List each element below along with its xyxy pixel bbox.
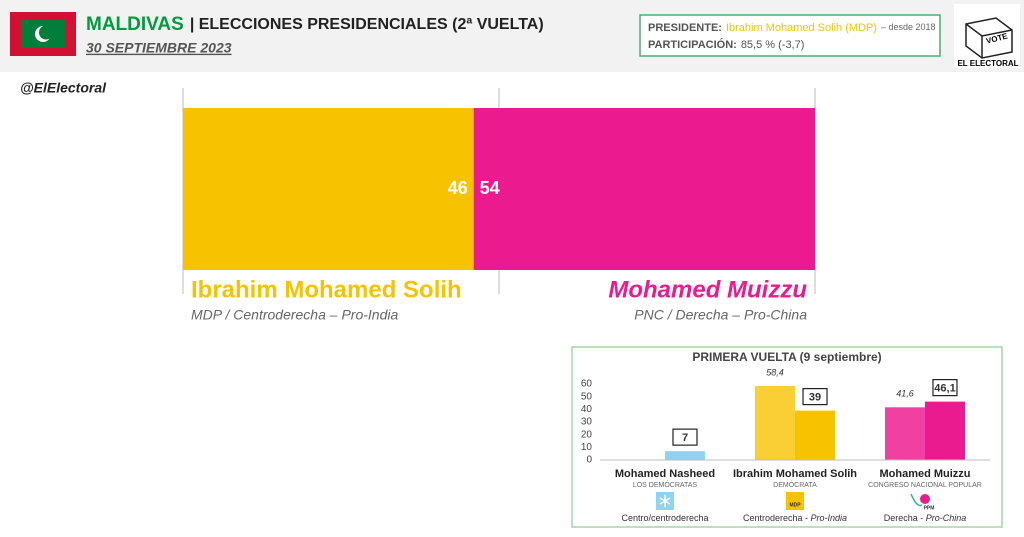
turnout: 85,5 % (-3,7): [741, 39, 805, 51]
party-logo-text: PPM: [924, 505, 935, 511]
party-name: CONGRESO NACIONAL POPULAR: [868, 482, 982, 489]
country: MALDIVAS: [86, 14, 184, 35]
party-name: LOS DEMÓCRATAS: [633, 480, 698, 489]
x-tick-label: Mohamed Nasheed: [615, 468, 715, 480]
president: Ibrahim Mohamed Solih (MDP): [726, 22, 877, 34]
bar-segment: [183, 108, 474, 270]
bar: [885, 407, 925, 460]
value-label: 46,1: [934, 383, 955, 395]
y-tick-label: 0: [586, 455, 592, 466]
party-name: DEMÓCRATA: [773, 480, 817, 489]
president-label: PRESIDENTE:: [648, 22, 722, 34]
bar-value-label: 46: [448, 178, 468, 198]
inset-title: PRIMERA VUELTA (9 septiembre): [692, 350, 881, 364]
ballot-box: [965, 17, 1013, 59]
bar-value-label: 54: [480, 178, 500, 198]
bar: [665, 451, 705, 460]
party-logo-star: [659, 495, 671, 507]
turnout-line: PARTICIPACIÓN: 85,5 % (-3,7): [648, 38, 804, 51]
ideology-part: Pro-India: [811, 513, 848, 523]
value-label: 7: [682, 432, 688, 444]
party-logo-text: MDP: [789, 502, 801, 508]
label-box: [932, 379, 958, 397]
ideology-part: Centro/centroderecha: [621, 513, 708, 523]
label-box: [802, 388, 828, 406]
y-tick-label: 20: [581, 429, 593, 440]
party-logo: [786, 492, 804, 510]
y-tick-label: 50: [581, 391, 593, 402]
flag-crescent-cut: [39, 25, 53, 40]
ideology-part: Centroderecha -: [743, 513, 811, 523]
ideology-part: Derecha -: [884, 513, 926, 523]
y-tick-label: 10: [581, 442, 593, 453]
x-tick-label: Ibrahim Mohamed Solih: [733, 468, 857, 480]
bar: [795, 410, 835, 460]
party-logo-leaf: [910, 493, 923, 507]
logo-name: EL ELECTORAL: [957, 59, 1018, 68]
brand-logo: VOTE EL ELECTORAL: [954, 4, 1020, 68]
info-box: [639, 14, 941, 57]
x-tick-label: Mohamed Muizzu: [879, 468, 970, 480]
candidate-detail: MDP / Centroderecha – Pro-India: [191, 307, 398, 323]
value-label: 58,4: [766, 367, 784, 377]
label-box: [672, 428, 698, 446]
party-logo: [920, 494, 930, 504]
value-label: 41,6: [896, 389, 914, 399]
ideology: Derecha - Pro-China: [884, 513, 967, 523]
ideology: Centro/centroderecha: [621, 513, 708, 523]
candidate-name: Ibrahim Mohamed Solih: [191, 276, 462, 303]
date: 30 SEPTIEMBRE 2023: [86, 40, 232, 56]
candidate-name: Mohamed Muizzu: [608, 276, 807, 303]
handle: @ElElectoral: [20, 80, 107, 96]
y-tick-label: 30: [581, 417, 593, 428]
turnout-label: PARTICIPACIÓN:: [648, 38, 737, 51]
ideology-part: Pro-China: [926, 513, 967, 523]
president-line: PRESIDENTE: Ibrahim Mohamed Solih (MDP) – …: [648, 22, 936, 34]
y-tick-label: 40: [581, 404, 593, 415]
y-tick-label: 60: [581, 379, 593, 390]
president-since: – desde 2018: [881, 22, 936, 32]
value-label: 39: [809, 392, 821, 404]
bar: [755, 386, 795, 460]
ideology: Centroderecha - Pro-India: [743, 513, 847, 523]
candidate-detail: PNC / Derecha – Pro-China: [634, 307, 807, 323]
bar: [925, 401, 965, 460]
bar-segment: [473, 108, 815, 270]
election: | ELECCIONES PRESIDENCIALES (2ª VUELTA): [190, 16, 544, 33]
header-title: MALDIVAS | ELECCIONES PRESIDENCIALES (2ª …: [86, 14, 544, 35]
